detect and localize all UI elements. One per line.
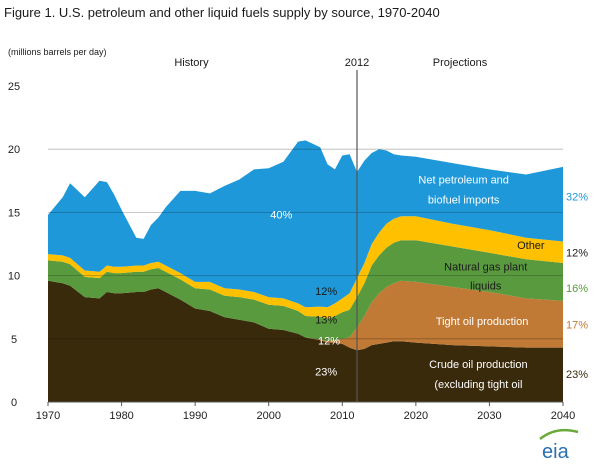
axes: 1970 1980 1990 2000 2010 2020 2030 2040 0 5 10 15 20…	[8, 81, 575, 422]
area-series-4	[48, 140, 563, 308]
y-tick-label: 5	[11, 334, 17, 346]
divider-label: 2012	[345, 57, 369, 69]
gridlines	[48, 148, 563, 340]
series-label-2: liquids	[470, 281, 502, 293]
share-history-0: 23%	[315, 366, 337, 378]
y-tick-label: 10	[8, 271, 20, 283]
series-label-4: Net petroleum and	[418, 174, 509, 186]
x-tick-label: 2020	[404, 410, 428, 422]
share-2040-1: 17%	[566, 320, 588, 332]
eia-logo-swoosh	[539, 428, 579, 440]
share-history-4: 40%	[270, 210, 292, 222]
units-label: (millions barrels per day)	[8, 47, 107, 57]
x-tick-label: 2030	[477, 410, 501, 422]
share-history-1: 12%	[318, 335, 340, 347]
series-labels: Net petroleum and biofuel imports Other Nat…	[270, 174, 588, 391]
series-label-3: Other	[517, 240, 545, 252]
share-2040-2: 16%	[566, 283, 588, 295]
share-2040-4: 32%	[566, 191, 588, 203]
x-tick-label: 2010	[330, 410, 354, 422]
x-tick-label: 1990	[183, 410, 207, 422]
eia-logo: eia	[539, 428, 579, 463]
x-tick-label: 1970	[36, 410, 60, 422]
series-label-4: biofuel imports	[428, 195, 500, 207]
projections-label: Projections	[433, 57, 488, 69]
share-2040-3: 12%	[566, 248, 588, 260]
y-tick-label: 0	[11, 397, 17, 409]
area-series-3	[48, 216, 563, 319]
x-tick-label: 2000	[256, 410, 280, 422]
series-label-0: (excluding tight oil	[434, 379, 522, 391]
series-label-0: Crude oil production	[429, 359, 527, 371]
area-series-0	[48, 280, 563, 402]
area-series-2	[48, 240, 563, 342]
series-label-1: Tight oil production	[436, 316, 529, 328]
projection-divider: 2012 History Projections	[174, 57, 488, 402]
area-series-1	[48, 280, 563, 351]
x-tick-label: 2040	[551, 410, 575, 422]
series-label-2: Natural gas plant	[444, 262, 527, 274]
share-2040-0: 23%	[566, 369, 588, 381]
x-tick-label: 1980	[109, 410, 133, 422]
y-tick-label: 25	[8, 81, 20, 93]
area-series-group	[48, 140, 563, 402]
y-tick-label: 20	[8, 144, 20, 156]
history-label: History	[174, 57, 209, 69]
share-history-2: 13%	[315, 315, 337, 327]
chart-title: Figure 1. U.S. petroleum and other liqui…	[4, 5, 440, 20]
y-tick-label: 15	[8, 207, 20, 219]
share-history-3: 12%	[315, 286, 337, 298]
eia-logo-text: eia	[542, 441, 570, 463]
